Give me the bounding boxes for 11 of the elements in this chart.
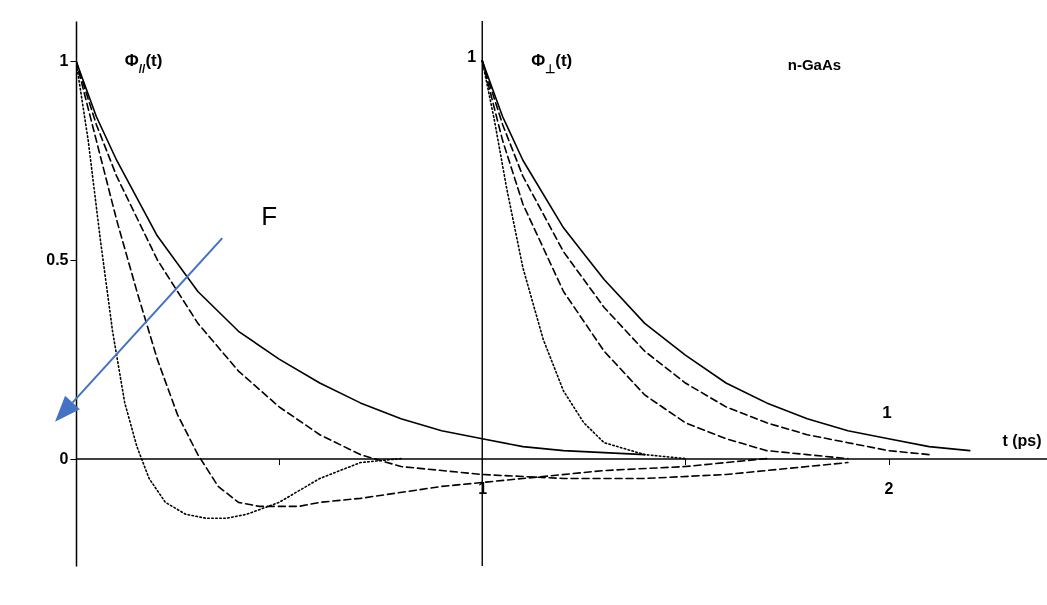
x-tick-label: 2 <box>884 480 894 498</box>
annotation: F <box>261 201 278 232</box>
annotation: Φ$_{//}$(t) <box>124 50 163 76</box>
annotation: n-GaAs <box>787 55 842 73</box>
ref-line-label: 1 <box>467 47 477 65</box>
x-axis-title: t (ps) <box>1002 432 1042 450</box>
y-tick-label: 1 <box>59 52 69 70</box>
y-tick-label: 0.5 <box>46 251 69 269</box>
y-tick-label: 0 <box>59 450 69 468</box>
annotation: 1 <box>882 403 892 423</box>
annotation: Φ$_{⊥}$(t) <box>531 50 573 76</box>
